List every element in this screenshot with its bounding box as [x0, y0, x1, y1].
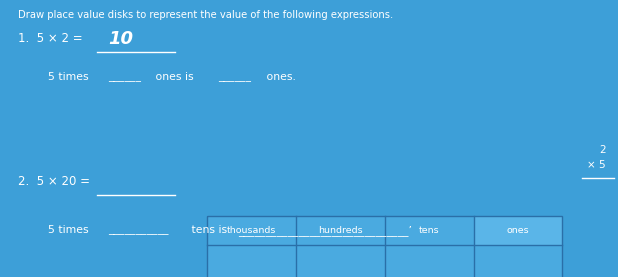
Text: ones.: ones.	[263, 72, 296, 82]
Text: ones: ones	[507, 226, 529, 235]
Text: 5 times: 5 times	[48, 225, 92, 235]
Text: 5 times: 5 times	[48, 72, 92, 82]
Bar	[207, 216, 562, 277]
Text: ones is: ones is	[152, 72, 197, 82]
Text: tens: tens	[419, 226, 439, 235]
Text: ______: ______	[108, 72, 141, 82]
Text: ___________: ___________	[108, 225, 169, 235]
Text: 2: 2	[599, 145, 606, 155]
Text: tens is: tens is	[188, 225, 231, 235]
Bar	[207, 216, 562, 277]
Text: Draw place value disks to represent the value of the following expressions.: Draw place value disks to represent the …	[18, 10, 393, 20]
Text: hundreds: hundreds	[318, 226, 363, 235]
Text: 10: 10	[108, 30, 133, 48]
Text: ______: ______	[218, 72, 251, 82]
Text: thousands: thousands	[227, 226, 276, 235]
Bar	[473, 216, 562, 245]
Text: _______________________________’: _______________________________’	[238, 225, 412, 236]
Text: 1.  5 × 2 =: 1. 5 × 2 =	[18, 32, 87, 45]
Text: 2.  5 × 20 =: 2. 5 × 20 =	[18, 175, 94, 188]
Text: × 5: × 5	[587, 160, 606, 170]
